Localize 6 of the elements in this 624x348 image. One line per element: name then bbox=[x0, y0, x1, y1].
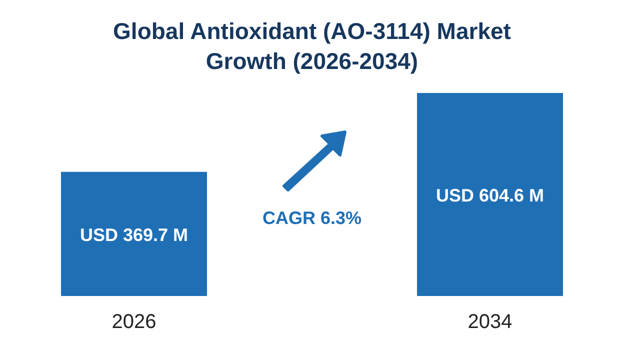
data-label: USD 369.7 M bbox=[80, 224, 188, 245]
x-tick-label: 2026 bbox=[112, 311, 156, 333]
chart-title: Global Antioxidant (AO-3114) Market Growth (2026-2034) bbox=[113, 18, 512, 74]
annotation: CAGR 6.3% bbox=[262, 208, 362, 228]
data-label: USD 604.6 M bbox=[436, 186, 544, 206]
x-tick-label: 2034 bbox=[468, 311, 512, 333]
